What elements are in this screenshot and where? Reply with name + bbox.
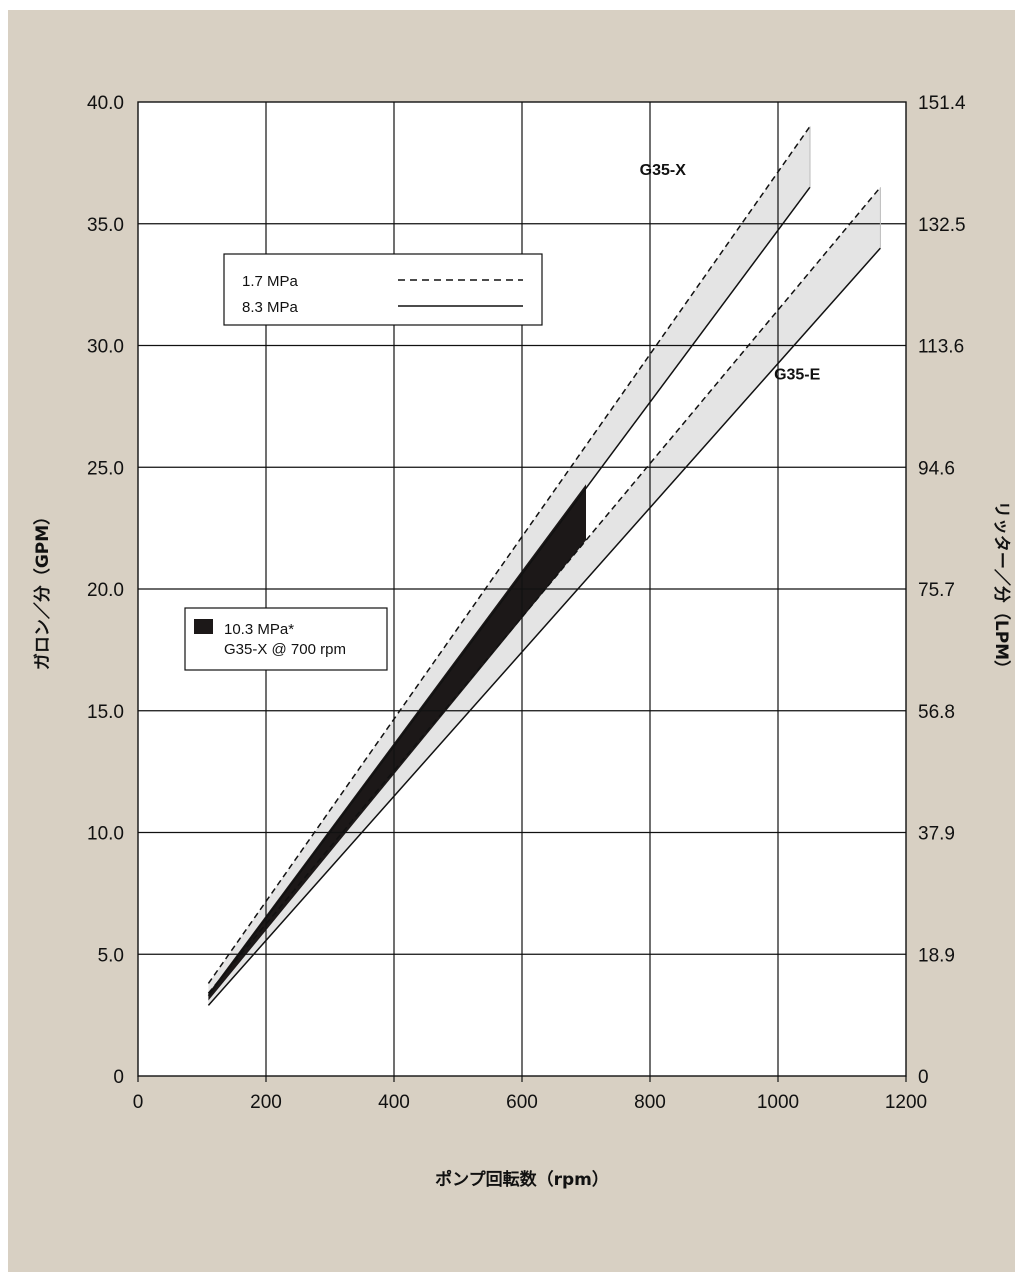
y-tick-label-2: 10.0 (87, 824, 124, 845)
chart-frame: 0 200 400 600 800 1000 1200 0 0 5.0 18.9 10.0 37.9 15… (8, 10, 1015, 1272)
y-right-tick-label-5: 94.6 (918, 458, 955, 479)
x-axis-title: ポンプ回転数（rpm） (435, 1169, 609, 1190)
pressure-legend: 1.7 MPa 8.3 MPa (223, 253, 543, 326)
y-tick-label-6: 30.0 (87, 337, 124, 358)
series-line-1 (207, 186, 811, 997)
series-label-1: G35-E (774, 367, 821, 384)
y-tick-label-1: 5.0 (98, 945, 124, 966)
y-tick-label-5: 25.0 (87, 458, 124, 479)
x-tick-label-4: 800 (634, 1092, 666, 1113)
y-axis-right-title: リッター／分（LPM） (991, 501, 1012, 677)
y-right-tick-label-4: 75.7 (918, 580, 955, 601)
series-line-2 (207, 186, 881, 994)
y-tick-label-3: 15.0 (87, 702, 124, 723)
y-right-tick-label-3: 56.8 (918, 702, 955, 723)
series-lines (207, 125, 881, 1006)
x-tick-label-6: 1200 (885, 1092, 927, 1113)
y-right-tick-label-7: 132.5 (918, 215, 966, 236)
series-labels: G35-X G35-E (640, 162, 821, 384)
x-tick-label-1: 200 (250, 1092, 282, 1113)
pressure-legend-box (223, 253, 543, 326)
x-tick-label-5: 1000 (757, 1092, 799, 1113)
series-line-3 (207, 247, 881, 1006)
series-line-0 (207, 125, 811, 984)
legend-label-8-3mpa: 8.3 MPa (242, 299, 299, 316)
y-right-tick-label-1: 18.9 (918, 945, 955, 966)
band-legend-line2: G35-X @ 700 rpm (224, 641, 346, 658)
band-g35-x (208, 126, 810, 996)
grid-lines (138, 102, 906, 1076)
y-tick-label-8: 40.0 (87, 93, 124, 114)
band-g35-e (208, 187, 881, 1006)
y-right-tick-label-8: 151.4 (918, 93, 966, 114)
y-right-tick-label-2: 37.9 (918, 824, 955, 845)
y-right-tick-label-0: 0 (918, 1067, 929, 1088)
legend-label-1-7mpa: 1.7 MPa (242, 273, 299, 290)
band-legend-box (184, 607, 388, 671)
y-right-tick-label-6: 113.6 (918, 337, 964, 358)
y-axis-title: ガロン／分（GPM） (32, 508, 53, 670)
y-tick-label-7: 35.0 (87, 215, 124, 236)
x-tick-label-2: 400 (378, 1092, 410, 1113)
series-label-0: G35-X (640, 162, 687, 179)
band-legend: 10.3 MPa* G35-X @ 700 rpm (184, 607, 388, 671)
band-legend-swatch (194, 619, 213, 634)
x-tick-label-3: 600 (506, 1092, 538, 1113)
band-legend-line1: 10.3 MPa* (224, 621, 294, 638)
y-tick-label-0: 0 (113, 1067, 124, 1088)
y-tick-label-4: 20.0 (87, 580, 124, 601)
x-tick-label-0: 0 (133, 1092, 144, 1113)
